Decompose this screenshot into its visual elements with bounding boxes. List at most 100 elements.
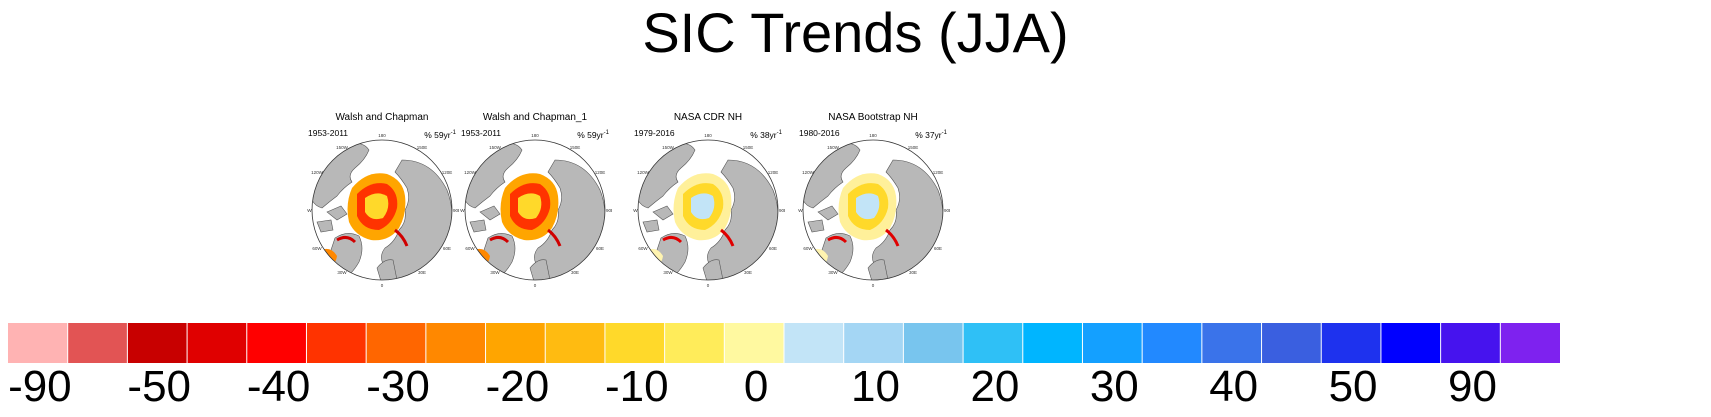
longitude-label: 0 [872,283,875,288]
longitude-label: 150W [336,145,349,150]
ice-trend-edge-2 [720,228,735,247]
longitude-label: 120W [464,170,477,175]
panel-rate: % 59yr-1 [424,128,456,140]
panel-period: 1953-2011 [308,128,349,138]
map-boundary [802,139,944,281]
panel-rate-exponent: -1 [776,130,782,136]
panel-title: NASA Bootstrap NH [828,112,918,123]
longitude-label: 180 [531,133,539,138]
longitude-label: 90W [460,208,465,213]
longitude-label: 30E [418,270,426,275]
longitude-label: 60E [934,246,942,251]
longitude-label: 90E [453,208,459,213]
colorbar-tick-label: -10 [604,362,669,411]
ice-trend-edge-1 [489,235,510,244]
colorbar-tick-label: 0 [743,362,769,411]
colorbar-swatch [67,323,128,363]
ice-trend-inner [365,193,389,220]
panel-rate-exponent: -1 [941,130,947,136]
longitude-label: 60W [465,246,475,251]
land-archipelago-2 [807,219,825,233]
colorbar [8,323,1560,363]
panel-rate-text: % 38yr [750,129,777,140]
colorbar-swatch [127,323,188,363]
colorbar-swatch [784,323,845,363]
panel-rate: % 59yr-1 [577,128,609,140]
polar-map: 180 150W 120W 90W 60W 30W 0 150E 120E 90E 60E 30E [460,133,612,288]
longitude-label: 90E [606,208,612,213]
colorbar-tick-label: 20 [970,362,1020,411]
longitude-label: 150W [489,145,502,150]
longitude-label: 120E [442,170,453,175]
longitude-label: 30W [663,270,673,275]
map-boundary [464,139,606,281]
longitude-label: 60E [443,246,451,251]
land-scandinavia [867,259,889,280]
panel-rate-text: % 59yr [424,129,451,140]
longitude-label: 150W [662,145,675,150]
land-scandinavia [529,259,551,280]
colorbar-tick-label: -50 [127,362,192,411]
longitude-label: 60W [803,246,813,251]
panel-period: 1953-2011 [461,128,502,138]
colorbar-tick-label: 90 [1447,362,1497,411]
polar-map: 180 150W 120W 90W 60W 30W 0 150E 120E 90E 60E 30E [798,133,950,288]
panel-period: 1980-2016 [799,128,840,138]
longitude-label: 150E [570,145,581,150]
longitude-label: 30W [337,270,347,275]
map-panel: Walsh and Chapman 1953-2011 % 59yr-1 180 150… [302,110,462,292]
land-archipelago-2 [469,219,487,233]
longitude-label: 60W [638,246,648,251]
colorbar-swatch [1082,323,1143,363]
panel-rate-text: % 37yr [915,129,942,140]
colorbar-swatch [366,323,427,363]
longitude-label: 120W [311,170,324,175]
longitude-label: 90E [779,208,785,213]
colorbar-swatch [545,323,606,363]
land-scandinavia [702,259,724,280]
longitude-label: 0 [534,283,537,288]
colorbar-tick-label: 40 [1209,362,1259,411]
ice-trend-edge-2 [547,228,562,247]
ice-trend-edge-1 [662,235,683,244]
colorbar-tick-label: 10 [851,362,900,411]
longitude-label: 30W [490,270,500,275]
panel-rate: % 38yr-1 [750,128,782,140]
longitude-label: 180 [378,133,386,138]
colorbar-tick-label: -40 [246,362,311,411]
colorbar-swatch [246,323,307,363]
land-archipelago-1 [652,205,674,221]
longitude-label: 180 [869,133,877,138]
panel-period: 1979-2016 [634,128,675,138]
map-boundary [311,139,453,281]
ice-trend-edge-2 [885,228,900,247]
land-archipelago-2 [642,219,660,233]
land-archipelago-1 [817,205,839,221]
colorbar-swatch [963,323,1024,363]
map-panel: Walsh and Chapman_1 1953-2011% 59yr-1 180 1… [455,110,615,292]
longitude-label: 120E [595,170,606,175]
ice-trend-edge-1 [336,235,357,244]
colorbar-swatch [425,323,487,363]
panel-rate-exponent: -1 [603,130,609,136]
colorbar-tick-label: 50 [1328,362,1378,411]
longitude-label: 60E [769,246,777,251]
figure-title: SIC Trends (JJA) [642,1,1069,64]
ice-trend-edge-1 [827,235,848,244]
map-panel: NASA CDR NH 1979-2016 % 38yr-1 180 150W 120W 9… [628,110,788,292]
colorbar-swatch [843,323,904,363]
panel-rate-exponent: -1 [450,130,456,136]
map-panel: NASA Bootstrap NH 1980-2016 % 37yr-1 180 150… [793,110,953,292]
longitude-label: 90W [633,208,638,213]
colorbar-swatch [8,323,69,363]
colorbar-swatch [1380,323,1442,363]
longitude-label: 120W [637,170,650,175]
panel-title: Walsh and Chapman [335,112,429,123]
map-boundary [637,139,779,281]
longitude-label: 30E [744,270,752,275]
colorbar-swatch [664,323,725,363]
colorbar-swatch [306,323,367,363]
longitude-label: 90W [307,208,312,213]
longitude-label: 90W [798,208,803,213]
colorbar-tick-label: -20 [485,362,550,411]
